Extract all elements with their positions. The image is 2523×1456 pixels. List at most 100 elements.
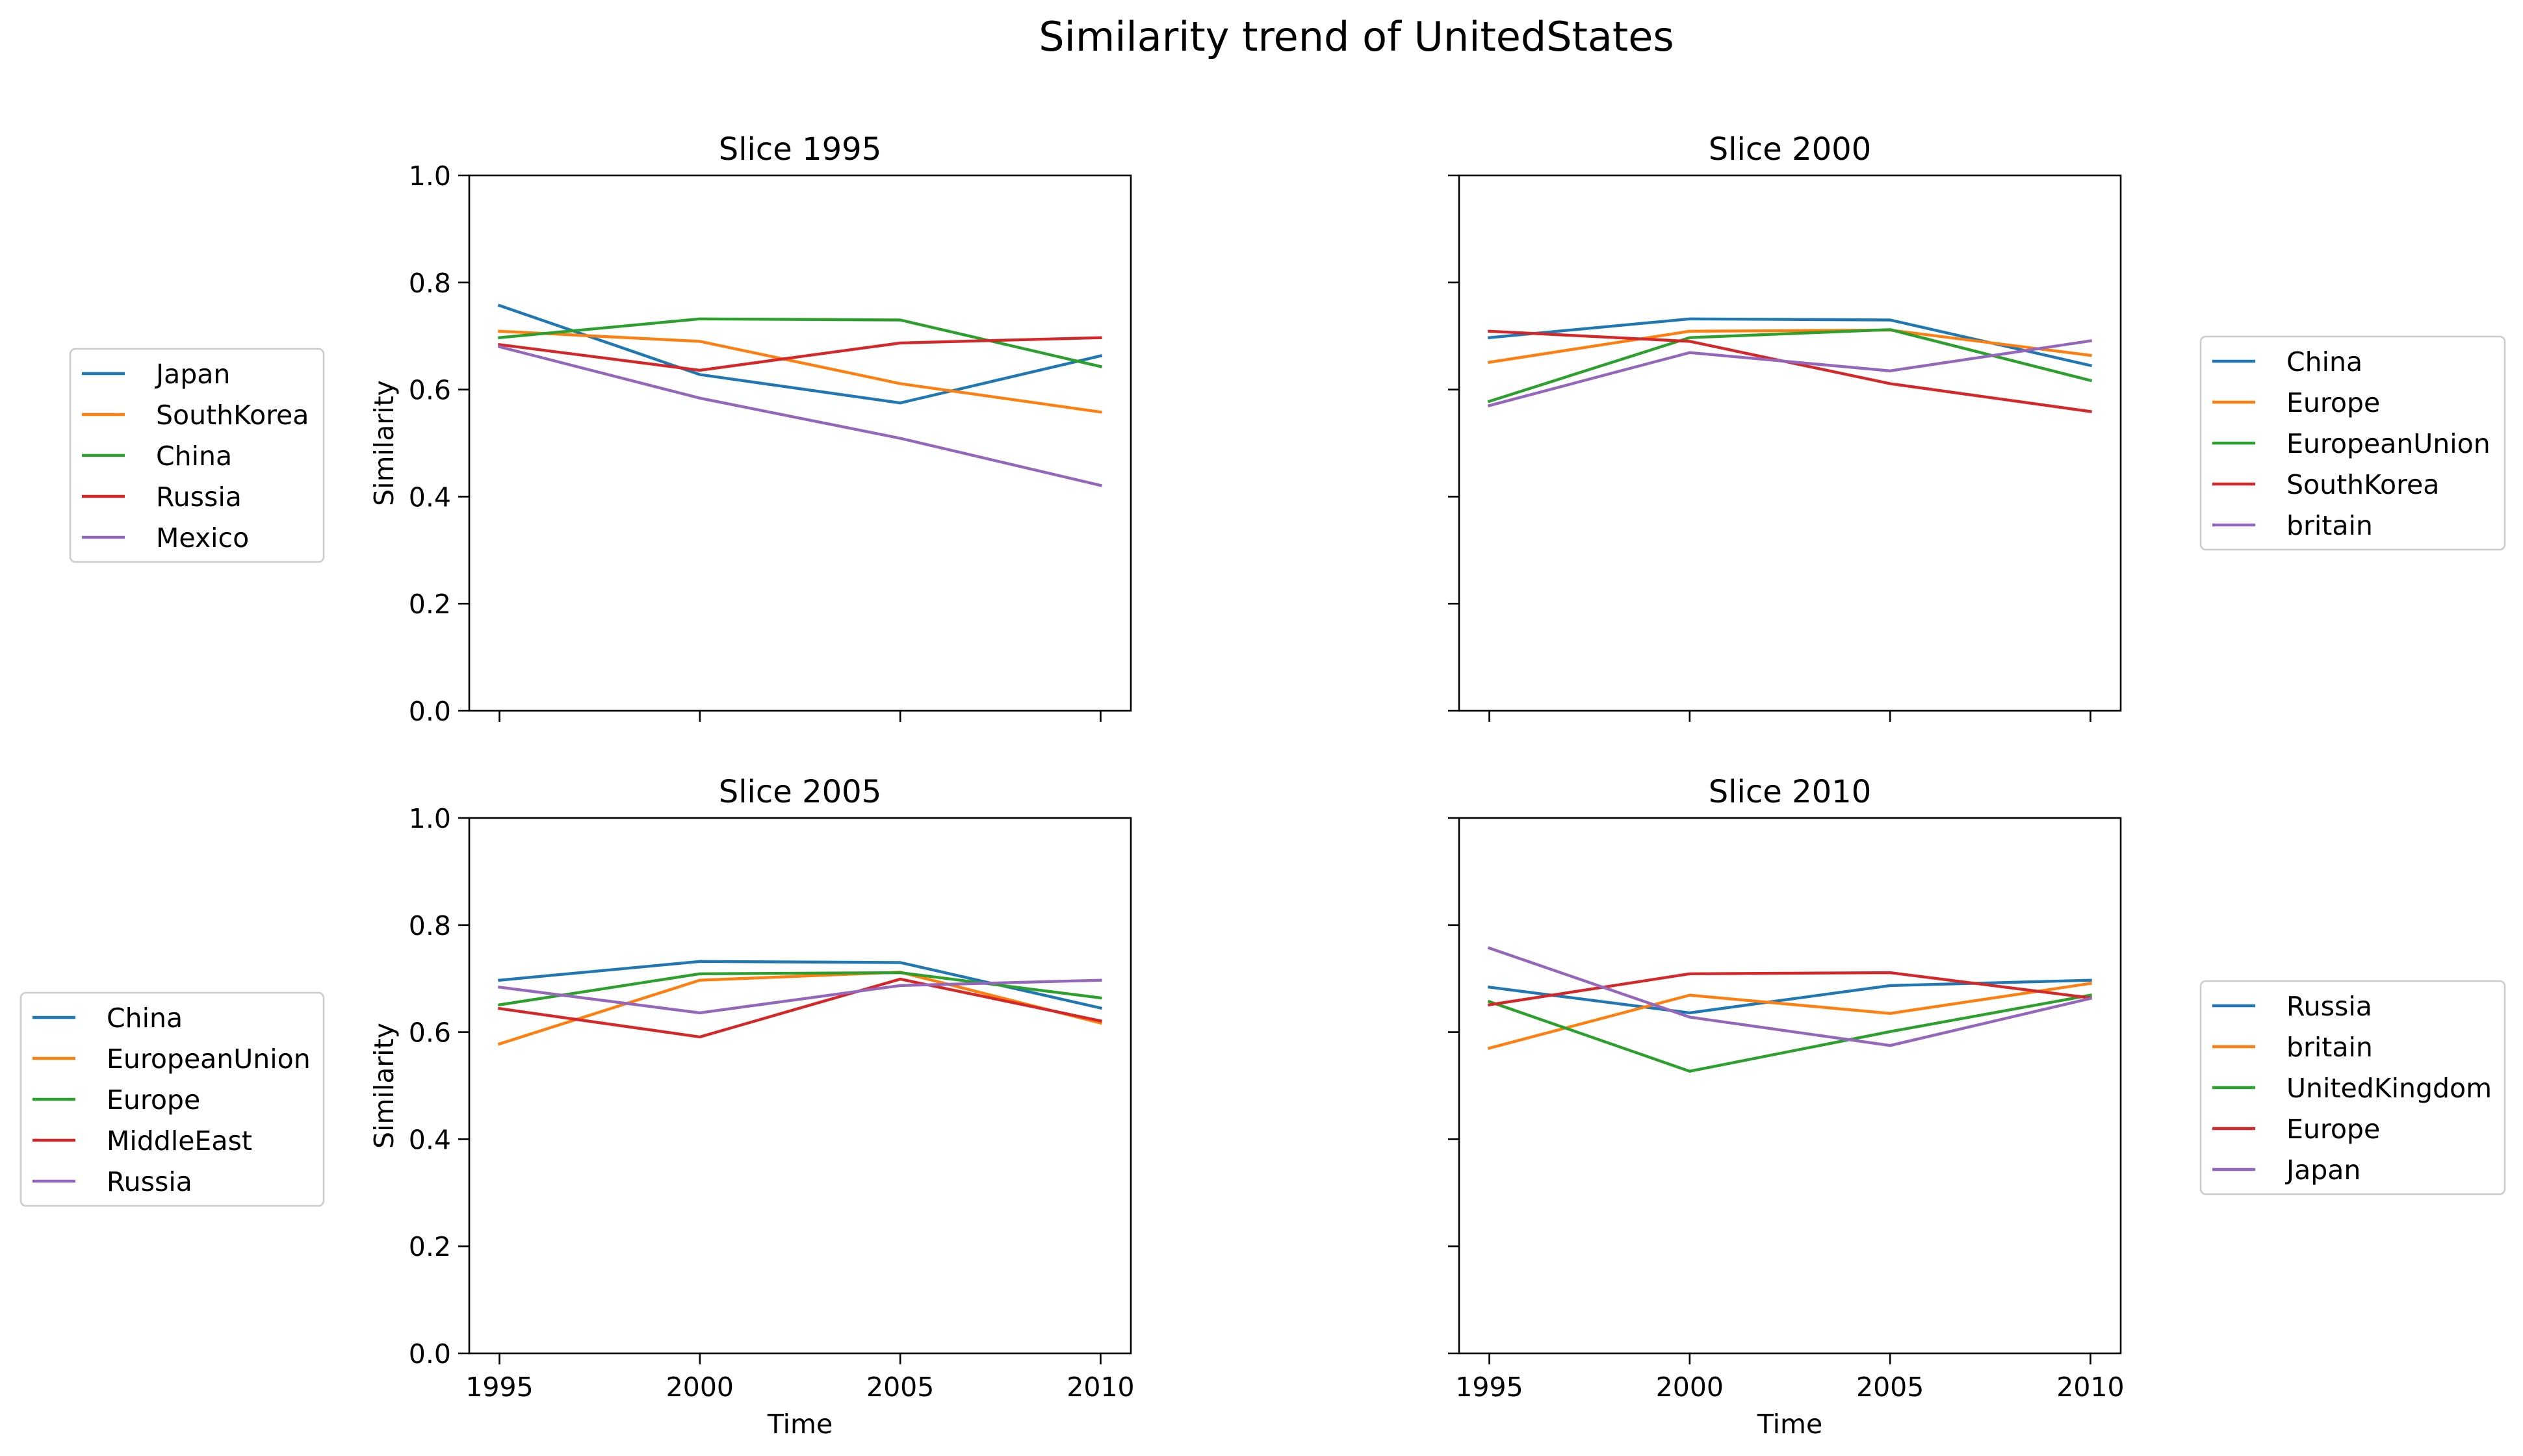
- legend-item-china: China: [32, 1003, 183, 1034]
- series-line-unitedkingdom: [1487, 993, 2093, 1073]
- legend-frame: [69, 348, 325, 563]
- series-line-russia: [498, 336, 1102, 372]
- legend-label: Japan: [2284, 1155, 2361, 1186]
- axes-frame: [1458, 817, 2122, 1355]
- legend-frame: [2199, 980, 2506, 1195]
- series-line-mexico: [497, 345, 1103, 487]
- x-tick-label: 2010: [2056, 1372, 2124, 1403]
- legend-label: Russia: [156, 481, 242, 513]
- series-lines: [1487, 317, 2093, 413]
- y-tick-label: 0.2: [409, 1231, 451, 1262]
- legend: China Europe EuropeanUnion SouthKorea britai…: [2199, 335, 2506, 551]
- legend-frame: [2199, 335, 2506, 551]
- y-tick-label: 0.2: [409, 589, 451, 620]
- series-line-southkorea: [498, 329, 1102, 414]
- axes-frame: [468, 174, 1132, 712]
- legend-label: EuropeanUnion: [107, 1043, 311, 1075]
- legend-item-europe: Europe: [2212, 1114, 2380, 1145]
- legend-label: SouthKorea: [156, 400, 309, 431]
- series-line-middleeast: [498, 977, 1103, 1039]
- legend-item-russia: Russia: [2212, 991, 2372, 1022]
- x-tick-label: 1995: [465, 1372, 533, 1403]
- legend-label: Russia: [107, 1166, 192, 1197]
- legend-item-europeanunion: EuropeanUnion: [2212, 428, 2491, 459]
- series-line-japan: [1487, 946, 2093, 1047]
- legend-item-china: China: [2212, 346, 2362, 377]
- series-line-britain: [1487, 982, 2093, 1050]
- legend-label: Russia: [2286, 991, 2372, 1022]
- legend-label: britain: [2286, 1032, 2373, 1063]
- legend-label: EuropeanUnion: [2286, 428, 2491, 459]
- legend-item-europe: Europe: [2212, 387, 2380, 418]
- series-line-britain: [1487, 339, 2093, 407]
- y-tick-label: 0.6: [409, 375, 451, 406]
- axes-frame: [468, 817, 1132, 1355]
- y-axis-label: Similarity: [369, 1023, 400, 1149]
- y-tick-label: 1.0: [409, 160, 451, 192]
- legend-label: MiddleEast: [107, 1125, 252, 1156]
- legend-label: China: [2286, 346, 2362, 377]
- x-axis-label: Time: [767, 1409, 833, 1440]
- series-lines: [497, 303, 1103, 487]
- panel-title: Slice 1995: [719, 131, 881, 168]
- series-lines: [497, 960, 1103, 1046]
- legend-item-unitedkingdom: UnitedKingdom: [2212, 1073, 2492, 1104]
- y-tick-label: 0.4: [409, 481, 451, 513]
- legend-item-japan: Japan: [82, 359, 230, 390]
- x-tick-label: 1995: [1455, 1372, 1523, 1403]
- y-tick-label: 0.4: [409, 1124, 451, 1155]
- legend-label: Europe: [2286, 1114, 2380, 1145]
- y-tick-label: 1.0: [409, 803, 451, 834]
- legend-item-britain: britain: [2212, 1032, 2373, 1063]
- legend-label: China: [107, 1003, 183, 1034]
- y-tick-label: 0.8: [409, 268, 451, 299]
- series-line-europe: [1487, 971, 2092, 1007]
- legend-item-russia: Russia: [82, 481, 242, 513]
- legend-item-southkorea: SouthKorea: [82, 400, 309, 431]
- panel-slice-2010: Slice 2010 1995 2000 2005 2010 Time Russia brit…: [1448, 774, 2506, 1440]
- legend-item-china: China: [82, 441, 232, 472]
- panel-title: Slice 2000: [1709, 131, 1871, 168]
- x-tick-label: 2005: [1856, 1372, 1924, 1403]
- legend-label: SouthKorea: [2286, 469, 2439, 500]
- x-tick-label: 2000: [1656, 1372, 1724, 1403]
- legend-item-russia: Russia: [32, 1166, 192, 1197]
- y-axis-label: Similarity: [369, 380, 400, 506]
- x-axis-label: Time: [1757, 1409, 1822, 1440]
- series-line-japan: [497, 303, 1103, 405]
- legend-label: Japan: [154, 359, 230, 390]
- legend: China EuropeanUnion Europe MiddleEast Russia: [19, 991, 325, 1207]
- panel-title: Slice 2010: [1709, 774, 1871, 810]
- legend-item-japan: Japan: [2212, 1155, 2361, 1186]
- legend-item-europe: Europe: [32, 1084, 200, 1116]
- legend-item-britain: britain: [2212, 510, 2373, 541]
- legend-frame: [19, 991, 325, 1207]
- legend-label: Europe: [107, 1084, 200, 1116]
- legend-label: britain: [2286, 510, 2373, 541]
- series-line-china: [498, 317, 1103, 368]
- x-tick-label: 2010: [1067, 1372, 1134, 1403]
- panel-slice-1995: Slice 1995 0.0 0.2 0.4 0.6 0.8 1.0 Similarity Ja…: [69, 131, 1132, 727]
- y-tick-label: 0.6: [409, 1017, 451, 1049]
- x-tick-label: 2005: [866, 1372, 934, 1403]
- legend-item-mexico: Mexico: [82, 522, 249, 554]
- axes-frame: [1458, 174, 2122, 712]
- series-line-europeanunion: [497, 971, 1103, 1046]
- legend-label: Mexico: [156, 522, 249, 554]
- y-tick-label: 0.8: [409, 910, 451, 941]
- y-tick-label: 0.0: [409, 696, 451, 727]
- panel-slice-2005: Slice 2005 0.0 0.2 0.4 0.6 0.8 1.0 1995 2000 2005…: [19, 774, 1135, 1440]
- panel-slice-2000: Slice 2000 China Europe EuropeanUnion SouthK…: [1448, 131, 2506, 722]
- legend-label: China: [156, 441, 232, 472]
- figure-title: Similarity trend of UnitedStates: [1039, 13, 1674, 60]
- y-tick-label: 0.0: [409, 1338, 451, 1370]
- legend-item-southkorea: SouthKorea: [2212, 469, 2439, 500]
- series-line-russia: [498, 978, 1102, 1015]
- series-lines: [1487, 946, 2093, 1073]
- legend: Russia britain UnitedKingdom Europe Japan: [2199, 980, 2506, 1195]
- series-line-europe: [497, 971, 1102, 1007]
- panel-title: Slice 2005: [719, 774, 881, 810]
- legend-item-europeanunion: EuropeanUnion: [32, 1043, 311, 1075]
